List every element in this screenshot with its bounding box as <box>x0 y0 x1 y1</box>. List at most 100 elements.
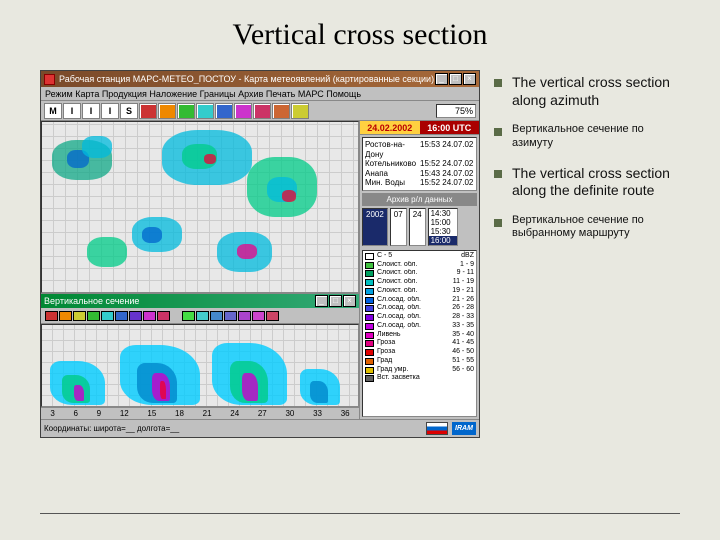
map-echo <box>82 136 112 158</box>
toolbar-color-button[interactable] <box>253 103 271 119</box>
legend-swatch <box>365 270 374 277</box>
legend-label: Слоист. обл. <box>377 278 443 287</box>
cross-section-panel: Вертикальное сечение _ □ × 3691215182124… <box>41 293 359 419</box>
legend-value: 11 - 19 <box>446 278 474 287</box>
sub-close-button[interactable]: × <box>343 295 356 307</box>
toolbar-button[interactable]: I <box>101 103 119 119</box>
map-echo <box>87 237 127 267</box>
x-tick: 21 <box>203 409 212 418</box>
legend-value: 51 - 55 <box>446 357 474 366</box>
bullet-icon <box>494 128 502 136</box>
bullet-item: Вертикальное сечение по выбранному маршр… <box>494 214 680 242</box>
station-list: Ростов-на-Дону15:53 24.07.02Котельниково… <box>362 137 477 191</box>
legend-row: Гроза41 - 45 <box>365 339 474 348</box>
toolbar-color-button[interactable] <box>177 103 195 119</box>
scale-swatch <box>210 311 223 321</box>
map-echo <box>142 227 162 243</box>
legend-label: Гроза <box>377 339 443 348</box>
scale-swatch <box>87 311 100 321</box>
x-tick: 33 <box>313 409 322 418</box>
legend-row: Сл.осад. обл.21 - 26 <box>365 296 474 305</box>
year-select[interactable]: 2002 <box>362 208 388 246</box>
date-selector[interactable]: 2002 07 24 14:3015:0015:3016:00 <box>362 208 477 246</box>
legend-label: Слоист. обл. <box>377 261 443 270</box>
vertical-plot[interactable] <box>41 324 359 407</box>
subwindow-titlebar: Вертикальное сечение _ □ × <box>41 294 359 308</box>
station-row: Мин. Воды15:52 24.07.02 <box>365 178 474 188</box>
toolbar: MIIIS75% <box>41 101 479 121</box>
legend-value: 1 - 9 <box>446 261 474 270</box>
bullet-icon <box>494 170 502 178</box>
x-tick: 3 <box>50 409 54 418</box>
archive-header: Архив р/л данных <box>362 193 477 206</box>
scale-swatch <box>266 311 279 321</box>
toolbar-button[interactable]: M <box>44 103 62 119</box>
scale-swatch <box>73 311 86 321</box>
bullet-item: The vertical cross section along the def… <box>494 165 680 200</box>
slide-title: Vertical cross section <box>40 18 680 52</box>
bullet-list: The vertical cross section along azimuth… <box>494 70 680 438</box>
close-button[interactable]: × <box>463 73 476 85</box>
time-option[interactable]: 15:00 <box>429 218 457 227</box>
sub-maximize-button[interactable]: □ <box>329 295 342 307</box>
profile-echo <box>310 381 328 403</box>
legend-value: 46 - 50 <box>446 348 474 357</box>
time-option[interactable]: 14:30 <box>429 209 457 218</box>
legend-swatch <box>365 323 374 330</box>
month-select[interactable]: 07 <box>390 208 407 246</box>
legend-label: Слоист. обл. <box>377 269 443 278</box>
legend-value: 26 - 28 <box>446 304 474 313</box>
map-echo <box>204 154 216 164</box>
day-select[interactable]: 24 <box>409 208 426 246</box>
date-bar: 24.02.2002 16:00 UTC <box>360 121 479 135</box>
map-view[interactable] <box>41 121 359 293</box>
bullet-icon <box>494 79 502 87</box>
scale-swatch <box>143 311 156 321</box>
legend-row: Слоист. обл.11 - 19 <box>365 278 474 287</box>
scale-swatch <box>224 311 237 321</box>
x-tick: 9 <box>97 409 101 418</box>
maximize-button[interactable]: □ <box>449 73 462 85</box>
legend-label: Сл.осад. обл. <box>377 304 443 313</box>
time-list[interactable]: 14:3015:0015:3016:00 <box>428 208 458 246</box>
scale-swatch <box>196 311 209 321</box>
scale-swatch <box>115 311 128 321</box>
map-echo <box>237 244 257 259</box>
x-tick: 36 <box>341 409 350 418</box>
legend-row: Слоист. обл.9 - 11 <box>365 269 474 278</box>
legend-label: Сл.осад. обл. <box>377 313 443 322</box>
x-tick: 18 <box>175 409 184 418</box>
time-option[interactable]: 15:30 <box>429 227 457 236</box>
legend-label: Вст. засветка <box>377 374 443 383</box>
legend-swatch <box>365 305 374 312</box>
scale-swatch <box>129 311 142 321</box>
legend-swatch <box>365 253 374 260</box>
toolbar-button[interactable]: I <box>82 103 100 119</box>
toolbar-color-button[interactable] <box>291 103 309 119</box>
legend-label: Сл.осад. обл. <box>377 296 443 305</box>
sub-minimize-button[interactable]: _ <box>315 295 328 307</box>
legend-value: 21 - 26 <box>446 296 474 305</box>
zoom-box[interactable]: 75% <box>436 104 476 118</box>
toolbar-color-button[interactable] <box>234 103 252 119</box>
titlebar: Рабочая станция МАРС-МЕТЕО_ПОСТОУ - Карт… <box>41 71 479 87</box>
toolbar-color-button[interactable] <box>139 103 157 119</box>
time-option[interactable]: 16:00 <box>429 236 457 245</box>
toolbar-button[interactable]: I <box>63 103 81 119</box>
legend: C - 5dBZСлоист. обл.1 - 9Слоист. обл.9 -… <box>362 250 477 417</box>
menubar[interactable]: Режим Карта Продукция Наложение Границы … <box>41 87 479 101</box>
minimize-button[interactable]: _ <box>435 73 448 85</box>
toolbar-color-button[interactable] <box>196 103 214 119</box>
toolbar-button[interactable]: S <box>120 103 138 119</box>
toolbar-color-button[interactable] <box>158 103 176 119</box>
toolbar-color-button[interactable] <box>215 103 233 119</box>
profile-echo <box>160 381 166 399</box>
scale-swatch <box>182 311 195 321</box>
bullet-item: The vertical cross section along azimuth <box>494 74 680 109</box>
legend-value: 56 - 60 <box>446 366 474 375</box>
toolbar-color-button[interactable] <box>272 103 290 119</box>
app-window: Рабочая станция МАРС-МЕТЕО_ПОСТОУ - Карт… <box>40 70 480 438</box>
station-row: Котельниково15:52 24.07.02 <box>365 159 474 169</box>
legend-row: Слоист. обл.19 - 21 <box>365 287 474 296</box>
bullet-text: The vertical cross section along the def… <box>512 165 680 200</box>
